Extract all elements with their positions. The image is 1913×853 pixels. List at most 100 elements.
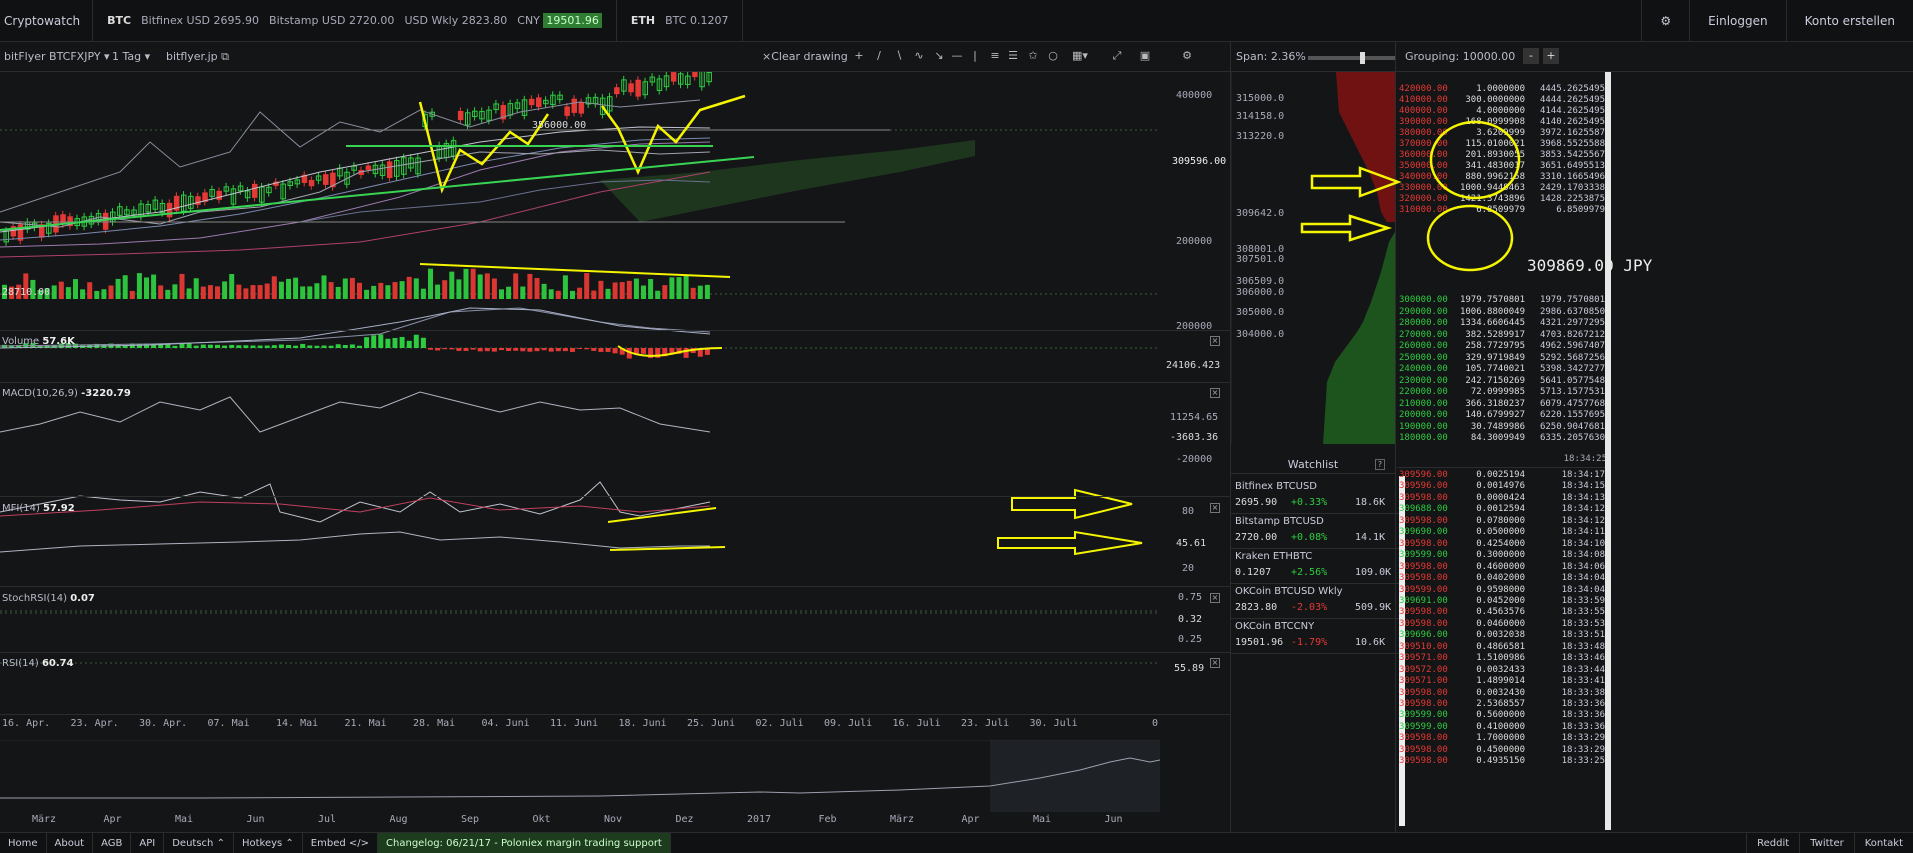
layout-icon[interactable]: ▣ bbox=[1139, 49, 1151, 62]
footer-link-api[interactable]: API bbox=[131, 832, 165, 853]
orderbook-ask-row[interactable]: 330000.00 1000.9449463 2429.1703338 bbox=[1397, 183, 1607, 196]
orderbook-bid-row[interactable]: 260000.00 258.7729795 4962.5967407 bbox=[1397, 341, 1607, 354]
orderbook-price: 310000.00 bbox=[1399, 205, 1448, 215]
trade-amount: 0.4600000 bbox=[1476, 561, 1525, 572]
ticker-eth-btc[interactable]: BTC 0.1207 bbox=[665, 14, 729, 27]
footer-link-reddit[interactable]: Reddit bbox=[1746, 833, 1799, 853]
orderbook-ask-row[interactable]: 340000.00 880.9962158 3310.1665496 bbox=[1397, 172, 1607, 185]
close-mfi-icon[interactable]: × bbox=[1210, 503, 1220, 513]
orderbook-bid-row[interactable]: 300000.00 1979.7570801 1979.7570801 bbox=[1397, 295, 1607, 308]
footer-link-kontakt[interactable]: Kontakt bbox=[1853, 833, 1913, 853]
stochrsi-axis-tick: 0.25 bbox=[1178, 634, 1203, 645]
watchlist-item[interactable]: OKCoin BTCUSD Wkly 2823.80 -2.03% 509.9K bbox=[1231, 583, 1406, 619]
orderbook-scrollbar[interactable] bbox=[1605, 72, 1611, 830]
span-slider[interactable] bbox=[1308, 52, 1396, 64]
orderbook-ask-row[interactable]: 320000.00 1421.3743896 1428.2253875 bbox=[1397, 194, 1607, 207]
price-chart[interactable] bbox=[0, 72, 1230, 832]
footer-link-agb[interactable]: AGB bbox=[93, 832, 132, 853]
period-select[interactable]: 1 Tag ▾ bbox=[112, 50, 151, 63]
trade-row: 309598.00 1.7000000 18:33:29 bbox=[1397, 733, 1607, 745]
time-axis-label: 30. Juli bbox=[1029, 718, 1078, 729]
orderbook-bid-row[interactable]: 270000.00 382.5289917 4703.8267212 bbox=[1397, 330, 1607, 343]
hotkeys-menu[interactable]: Hotkeys ⌃ bbox=[234, 832, 303, 853]
ticker-bitstamp[interactable]: Bitstamp USD 2720.00 bbox=[269, 14, 395, 27]
orderbook-amount: 3.6209999 bbox=[1476, 128, 1525, 138]
fullscreen-icon[interactable]: ⤢ bbox=[1112, 49, 1122, 62]
orderbook-bid-row[interactable]: 290000.00 1006.8800049 2986.6370850 bbox=[1397, 307, 1607, 320]
span-slider-handle[interactable] bbox=[1360, 52, 1365, 64]
orderbook-bid-row[interactable]: 220000.00 72.0999985 5713.1577531 bbox=[1397, 387, 1607, 400]
signup-button[interactable]: Konto erstellen bbox=[1785, 0, 1913, 42]
volume-bar bbox=[200, 286, 206, 299]
trade-price: 309696.00 bbox=[1399, 630, 1448, 641]
depth-chart[interactable] bbox=[1231, 72, 1395, 444]
fan-tool-icon[interactable]: ✩ bbox=[1028, 49, 1038, 62]
fib-tool-icon[interactable]: ☰ bbox=[1008, 49, 1018, 62]
watchlist-item[interactable]: Bitstamp BTCUSD 2720.00 +0.08% 14.1K bbox=[1231, 513, 1406, 549]
close-macd-icon[interactable]: × bbox=[1210, 388, 1220, 398]
arrow-tool-icon[interactable]: ↘ bbox=[934, 49, 944, 62]
line-tool-icon[interactable]: ∕ bbox=[877, 49, 881, 62]
orderbook-ask-row[interactable]: 310000.00 6.8509979 6.8509979 bbox=[1397, 205, 1607, 218]
footer-link-twitter[interactable]: Twitter bbox=[1799, 833, 1854, 853]
footer-link-home[interactable]: Home bbox=[0, 832, 47, 853]
orderbook-ask-row[interactable]: 380000.00 3.6209999 3972.1625587 bbox=[1397, 128, 1607, 141]
path-tool-icon[interactable]: ∿ bbox=[914, 49, 924, 62]
orderbook-bid-row[interactable]: 280000.00 1334.6606445 4321.2977295 bbox=[1397, 318, 1607, 331]
language-select[interactable]: Deutsch ⌃ bbox=[164, 832, 234, 853]
orderbook-ask-row[interactable]: 410000.00 300.0000000 4444.2625495 bbox=[1397, 95, 1607, 108]
orderbook-bid-row[interactable]: 240000.00 105.7740021 5398.3427277 bbox=[1397, 364, 1607, 377]
orderbook-bid-row[interactable]: 180000.00 84.3009949 6335.2057630 bbox=[1397, 433, 1607, 446]
crosshair-icon[interactable]: + bbox=[854, 49, 864, 62]
orderbook-bid-row[interactable]: 190000.00 30.7489986 6250.9047681 bbox=[1397, 422, 1607, 435]
overview-navigator[interactable] bbox=[0, 740, 1160, 812]
depth-axis-label: 306509.0 bbox=[1236, 276, 1285, 287]
channel-tool-icon[interactable]: ≡ bbox=[990, 49, 1000, 62]
footer-link-about[interactable]: About bbox=[47, 832, 94, 853]
embed-button[interactable]: Embed </> bbox=[303, 832, 379, 853]
watchlist-item[interactable]: Bitfinex BTCUSD 2695.90 +0.33% 18.6K bbox=[1231, 478, 1406, 514]
watchlist-item[interactable]: Kraken ETHBTC 0.1207 +2.56% 109.0K bbox=[1231, 548, 1406, 584]
close-volume-icon[interactable]: × bbox=[1210, 336, 1220, 346]
macd-bar bbox=[271, 345, 277, 348]
orderbook-ask-row[interactable]: 400000.00 4.0000000 4144.2625495 bbox=[1397, 106, 1607, 119]
market-select[interactable]: bitFlyer BTCFXJPY ▾ bbox=[4, 50, 110, 63]
orderbook-ask-row[interactable]: 390000.00 168.0999908 4140.2625495 bbox=[1397, 117, 1607, 130]
grouping-minus-button[interactable]: - bbox=[1523, 48, 1539, 64]
ray-tool-icon[interactable]: ∖ bbox=[895, 49, 903, 62]
watchlist-help-icon[interactable]: ? bbox=[1375, 459, 1385, 470]
grouping-plus-button[interactable]: + bbox=[1543, 48, 1559, 64]
watchlist-item[interactable]: OKCoin BTCCNY 19501.96 -1.79% 10.6K bbox=[1231, 618, 1406, 654]
orderbook-bid-row[interactable]: 200000.00 140.6799927 6220.1557695 bbox=[1397, 410, 1607, 423]
theme-toggle-icon[interactable]: ⚙ bbox=[1641, 0, 1689, 42]
orderbook-ask-row[interactable]: 420000.00 1.0000000 4445.2625495 bbox=[1397, 84, 1607, 97]
candle-body bbox=[351, 165, 357, 171]
settings-gear-icon[interactable]: ⚙ bbox=[1182, 49, 1192, 62]
app-logo[interactable]: Cryptowatch bbox=[0, 0, 94, 42]
login-button[interactable]: Einloggen bbox=[1689, 0, 1785, 42]
watchlist-scrollbar[interactable] bbox=[1399, 476, 1405, 826]
macd-bar bbox=[207, 344, 213, 348]
orderbook-ask-row[interactable]: 370000.00 115.0100021 3968.5525588 bbox=[1397, 139, 1607, 152]
circle-tool-icon[interactable]: ○ bbox=[1048, 49, 1058, 62]
mfi-axis-tick: 80 bbox=[1182, 506, 1195, 517]
volume-bar bbox=[23, 273, 29, 299]
ticker-cny[interactable]: CNY 19501.96 bbox=[517, 13, 602, 28]
chart-type-icon[interactable]: ▦▾ bbox=[1072, 49, 1088, 62]
clear-drawing-button[interactable]: ×Clear drawing bbox=[762, 50, 848, 63]
ticker-usd-wkly[interactable]: USD Wkly 2823.80 bbox=[404, 14, 508, 27]
ticker-bitfinex[interactable]: Bitfinex USD 2695.90 bbox=[141, 14, 260, 27]
close-stochrsi-icon[interactable]: × bbox=[1210, 593, 1220, 603]
orderbook-total: 6335.2057630 bbox=[1539, 433, 1605, 443]
exchange-link[interactable]: bitflyer.jp ⧉ bbox=[166, 50, 229, 63]
orderbook-price: 300000.00 bbox=[1399, 295, 1448, 305]
orderbook-ask-row[interactable]: 350000.00 341.4830017 3651.6495513 bbox=[1397, 161, 1607, 174]
orderbook-bid-row[interactable]: 210000.00 366.3180237 6079.4757768 bbox=[1397, 399, 1607, 412]
close-rsi-icon[interactable]: × bbox=[1210, 658, 1220, 668]
orderbook-bid-row[interactable]: 250000.00 329.9719849 5292.5687256 bbox=[1397, 353, 1607, 366]
changelog-link[interactable]: Changelog: 06/21/17 - Poloniex margin tr… bbox=[378, 832, 671, 853]
orderbook-ask-row[interactable]: 360000.00 201.8930055 3853.5425567 bbox=[1397, 150, 1607, 163]
orderbook-bid-row[interactable]: 230000.00 242.7150269 5641.0577548 bbox=[1397, 376, 1607, 389]
hline-tool-icon[interactable]: — bbox=[951, 49, 963, 62]
vline-tool-icon[interactable]: | bbox=[973, 49, 977, 62]
